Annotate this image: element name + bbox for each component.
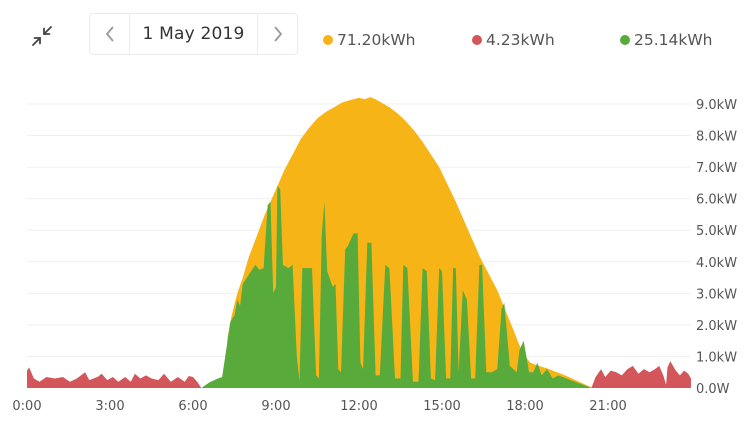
y-tick-label: 1.0kW: [696, 350, 737, 365]
chart-areas: [27, 97, 691, 388]
date-navigator: 1 May 2019: [89, 13, 298, 55]
x-tick-label: 9:00: [261, 399, 290, 414]
legend-label: 4.23kWh: [486, 31, 555, 49]
x-tick-label: 3:00: [95, 399, 124, 414]
date-label[interactable]: 1 May 2019: [142, 24, 245, 44]
x-tick-label: 0:00: [12, 399, 41, 414]
x-tick-label: 18:00: [506, 399, 543, 414]
legend-dot-icon: [472, 35, 482, 45]
legend-label: 25.14kWh: [634, 31, 713, 49]
y-tick-label: 3.0kW: [696, 287, 737, 302]
x-tick-label: 15:00: [423, 399, 460, 414]
x-tick-label: 6:00: [178, 399, 207, 414]
chevron-right-icon: [273, 26, 282, 42]
chevron-left-icon: [105, 26, 114, 42]
x-axis: 0:00 3:00 6:00 9:00 12:00 15:00 18:00 21:00: [12, 399, 626, 414]
legend-dot-icon: [620, 35, 630, 45]
legend-item-grid-import[interactable]: 4.23kWh: [472, 29, 555, 51]
collapse-button[interactable]: [28, 22, 56, 50]
legend-dot-icon: [323, 35, 333, 45]
collapse-arrows-icon: [32, 26, 52, 46]
legend-label: 71.20kWh: [337, 31, 416, 49]
self-consumption-area: [201, 186, 592, 388]
x-tick-label: 12:00: [340, 399, 377, 414]
grid-import-area: [591, 361, 691, 388]
legend-item-self-consumption[interactable]: 25.14kWh: [620, 29, 713, 51]
y-tick-label: 6.0kW: [696, 193, 737, 208]
x-tick-label: 21:00: [589, 399, 626, 414]
y-tick-label: 5.0kW: [696, 224, 737, 239]
y-tick-label: 0.0W: [696, 382, 730, 397]
grid-import-area: [27, 367, 202, 388]
y-tick-label: 7.0kW: [696, 161, 737, 176]
y-tick-label: 4.0kW: [696, 256, 737, 271]
y-tick-label: 9.0kW: [696, 98, 737, 113]
previous-day-button[interactable]: [90, 14, 130, 54]
y-tick-label: 2.0kW: [696, 319, 737, 334]
y-axis: 0.0W 1.0kW 2.0kW 3.0kW 4.0kW 5.0kW 6.0kW 7.0kW 8…: [696, 98, 737, 397]
legend-item-production[interactable]: 71.20kWh: [323, 29, 416, 51]
next-day-button[interactable]: [257, 14, 297, 54]
y-tick-label: 8.0kW: [696, 130, 737, 145]
